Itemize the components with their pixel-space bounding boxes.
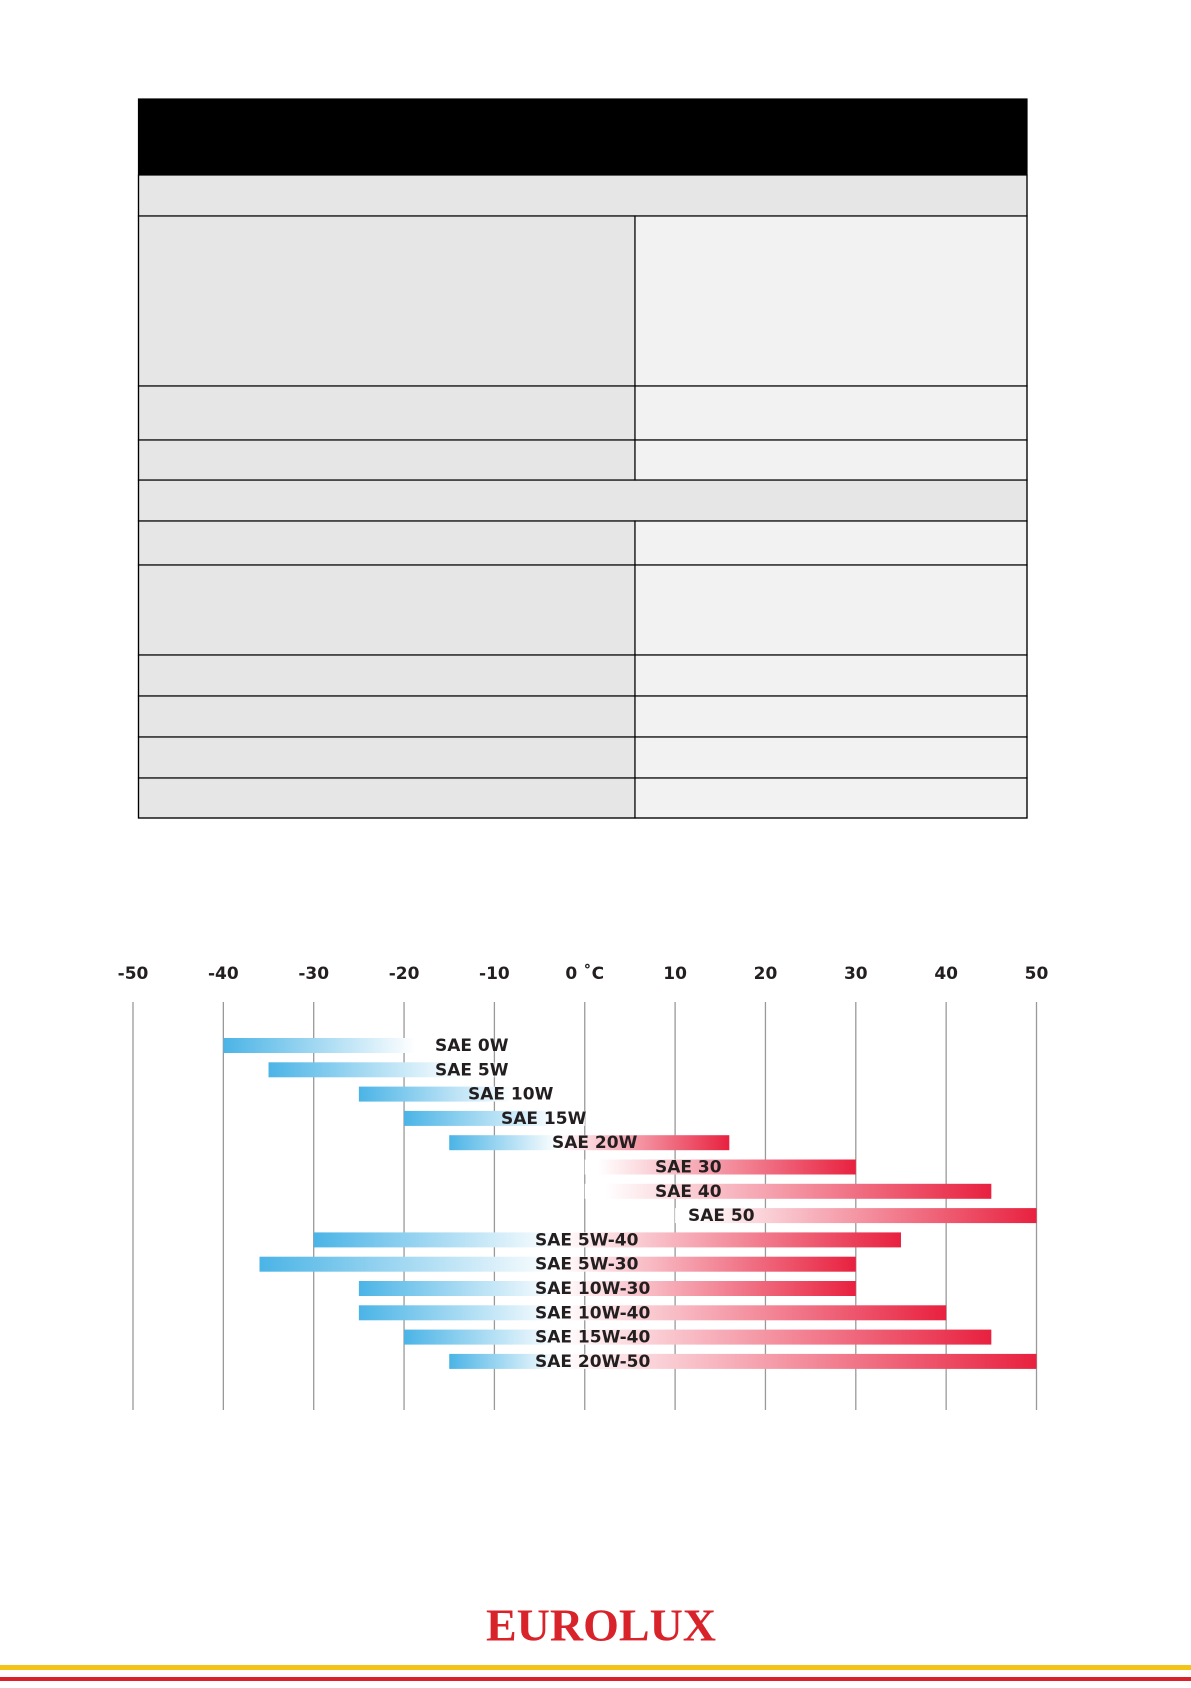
x-tick-label: -20 xyxy=(389,964,420,984)
range-bar xyxy=(404,1329,992,1345)
x-tick-label: -10 xyxy=(479,964,510,984)
table-cell xyxy=(137,385,636,441)
range-bar xyxy=(449,1135,730,1151)
x-tick-label: 20 xyxy=(754,964,778,984)
bar-label: SAE 30 xyxy=(655,1158,722,1178)
footer-line xyxy=(0,1665,1191,1670)
table-cell xyxy=(137,695,636,738)
range-bar xyxy=(268,1062,495,1078)
bar-label: SAE 20W xyxy=(552,1133,638,1153)
table-cell xyxy=(634,215,1028,387)
range-bar xyxy=(584,1183,992,1199)
table-cell xyxy=(634,520,1028,566)
bar-label: SAE 20W-50 xyxy=(535,1352,650,1372)
brand: EUROLUX xyxy=(486,1600,716,1651)
spec-table xyxy=(137,98,1028,819)
table-section xyxy=(137,174,1028,217)
x-tick-label: -30 xyxy=(298,964,329,984)
x-tick-label: -40 xyxy=(208,964,239,984)
table-cell xyxy=(137,736,636,779)
range-bar xyxy=(358,1086,540,1102)
table-rows xyxy=(137,215,1028,819)
range-bar xyxy=(404,1110,585,1126)
x-tick-label: 10 xyxy=(663,964,687,984)
table-cell xyxy=(634,564,1028,656)
table-cell xyxy=(634,777,1028,819)
bar-label: SAE 10W xyxy=(468,1085,554,1105)
bar-label: SAE 10W-40 xyxy=(535,1303,650,1323)
bar-label: SAE 5W-30 xyxy=(535,1255,639,1275)
bar-label: SAE 5W-40 xyxy=(535,1230,639,1250)
bar-label: SAE 40 xyxy=(655,1182,722,1202)
range-bar xyxy=(358,1281,856,1296)
table-section xyxy=(137,479,1028,522)
x-tick-label: 0 ˚C xyxy=(565,962,604,984)
x-tick-label: 40 xyxy=(934,964,958,984)
range-bar xyxy=(259,1256,856,1272)
bar-label: SAE 0W xyxy=(435,1036,509,1056)
bar-label: SAE 50 xyxy=(688,1206,755,1226)
x-tick-label: 30 xyxy=(844,964,868,984)
table-header xyxy=(138,99,1027,175)
table-cell xyxy=(634,385,1028,441)
table-border xyxy=(137,98,1028,819)
table-cell xyxy=(634,695,1028,738)
range-bar xyxy=(449,1353,1037,1369)
chart: -50 -40 -30 -20 -10 0 ˚C 10 20 30 40 50 SAE 0W SAE 5… xyxy=(118,962,1049,1410)
range-bar xyxy=(584,1159,856,1175)
bar-label: SAE 15W xyxy=(501,1109,587,1129)
table-cell xyxy=(137,439,636,481)
range-bar xyxy=(313,1232,901,1248)
bar-label: SAE 10W-30 xyxy=(535,1279,650,1299)
table-cell xyxy=(137,564,636,656)
table-cell xyxy=(137,215,636,387)
table-cell xyxy=(634,439,1028,481)
table-cell xyxy=(634,736,1028,779)
table-cell xyxy=(137,777,636,819)
x-tick-label: 50 xyxy=(1025,964,1049,984)
range-bar xyxy=(358,1305,947,1321)
footer-line xyxy=(0,1677,1191,1681)
bar-label: SAE 15W-40 xyxy=(535,1328,650,1348)
bar-label: SAE 5W xyxy=(435,1060,509,1080)
range-bar xyxy=(223,1038,450,1053)
table-cell xyxy=(137,520,636,566)
table-cell xyxy=(137,654,636,697)
x-tick-label: -50 xyxy=(118,964,149,984)
range-bar xyxy=(675,1208,1037,1224)
table-cell xyxy=(634,654,1028,697)
